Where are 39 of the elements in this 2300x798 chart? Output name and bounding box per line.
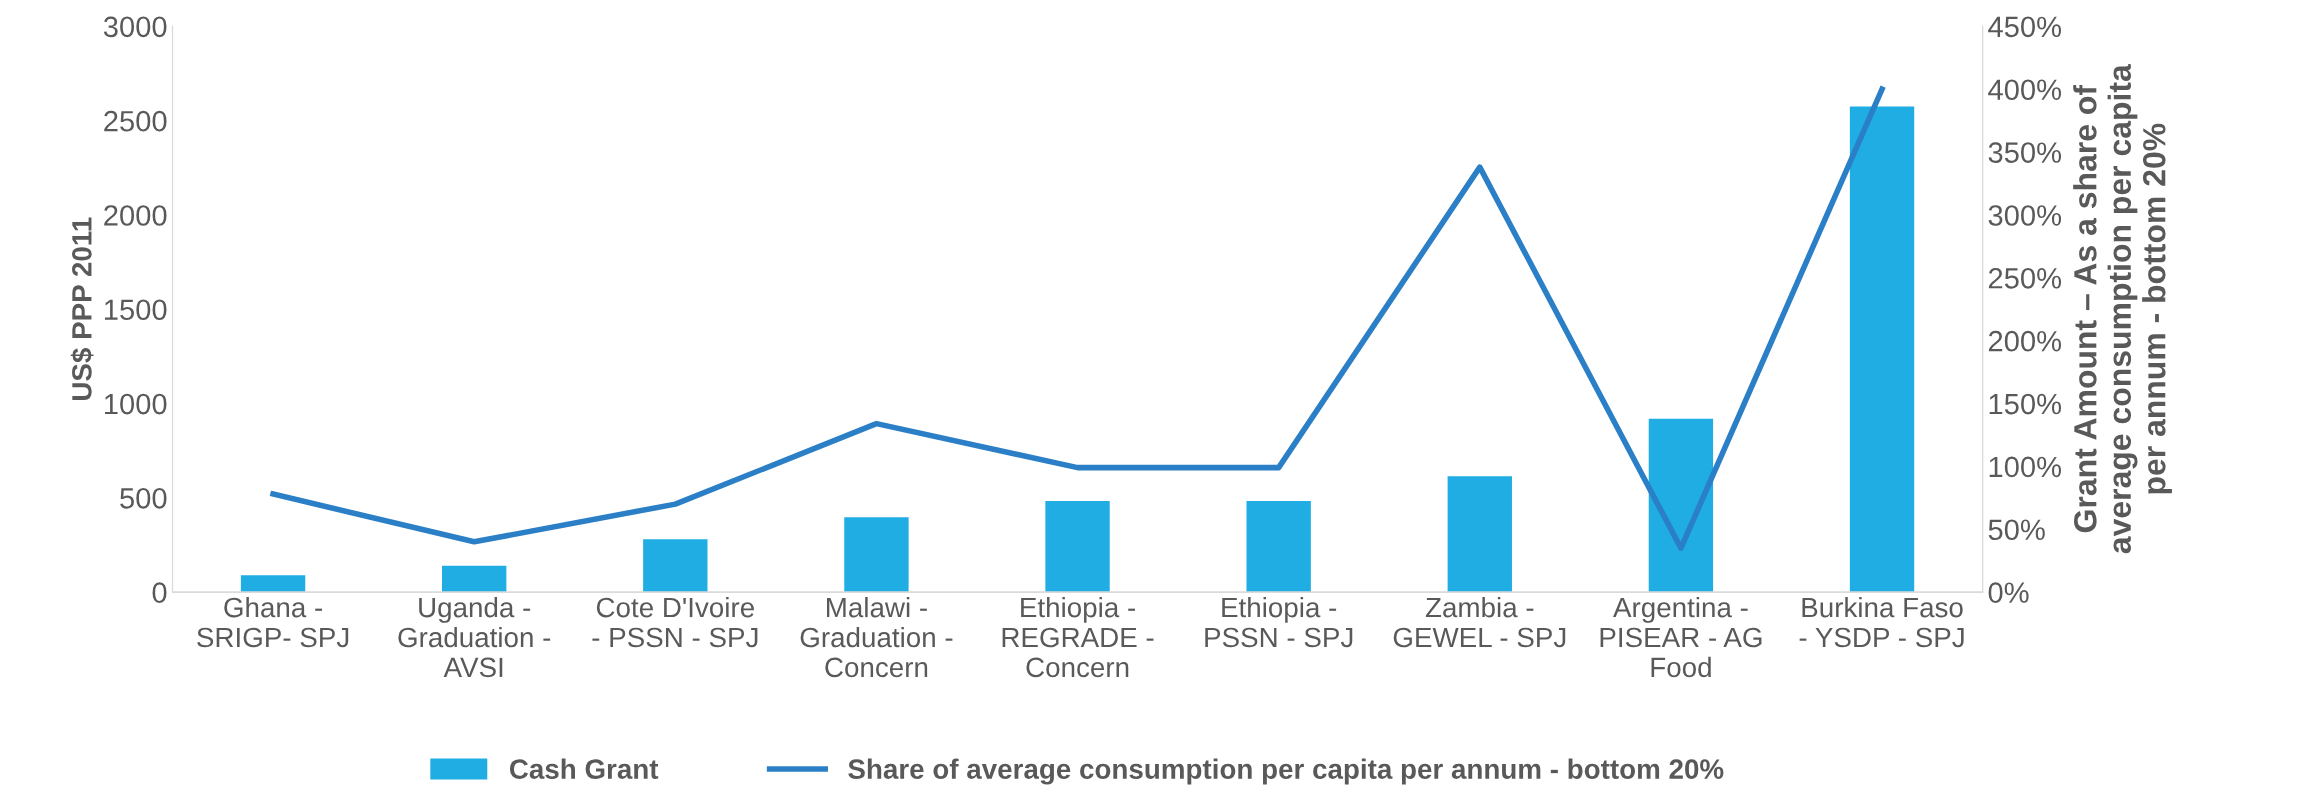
- y-tick-label: 2000: [104, 205, 167, 226]
- y-axis-title: US$ PPP 2011: [70, 217, 94, 400]
- bar: [643, 539, 708, 593]
- y2-tick-label: 400%: [1988, 79, 2062, 101]
- y-tick-label: 0: [152, 582, 167, 603]
- y-tick-label: 3000: [103, 16, 167, 38]
- y2-tick-label: 50%: [1988, 519, 2045, 541]
- y2-tick-label: 0%: [1988, 582, 2029, 603]
- x-tick-label: Ethiopia - REGRADE - Concern: [1002, 596, 1154, 678]
- y2-tick-label: 100%: [1989, 456, 2062, 478]
- bar: [1447, 476, 1512, 593]
- x-tick-label: Zambia - GEWEL - SPJ: [1393, 596, 1566, 648]
- y2-tick-label: 300%: [1988, 205, 2062, 226]
- y-tick-label: 1000: [104, 393, 167, 415]
- bar: [1045, 501, 1110, 593]
- y-tick-label: 2500: [104, 110, 167, 132]
- x-tick-label: Cote D'Ivoire - PSSN - SPJ: [592, 596, 758, 648]
- y2-axis-title: Grant Amount – As a share of average consumption per capita per annum - bottom 20%: [2073, 64, 2172, 554]
- y2-tick-label: 200%: [1988, 330, 2062, 352]
- y2-tick-label: 350%: [1988, 142, 2062, 163]
- bar: [1648, 418, 1714, 593]
- x-tick-label: Uganda - Graduation - AVSI: [398, 596, 551, 678]
- bar: [844, 517, 909, 593]
- bar: [442, 565, 507, 593]
- legend-label: Cash Grant: [509, 758, 659, 779]
- legend-label: Share of average consumption per capita per annum - bottom 20%: [848, 758, 1724, 785]
- x-tick-label: Ghana - SRIGP- SPJ: [197, 596, 349, 648]
- y2-tick-label: 450%: [1988, 16, 2062, 38]
- bar: [1246, 501, 1311, 593]
- x-tick-label: Ethiopia - PSSN - SPJ: [1205, 596, 1353, 648]
- bar: [1849, 106, 1915, 593]
- y-tick-label: 1500: [104, 299, 167, 321]
- x-tick-label: Argentina - PISEAR - AG Food: [1600, 596, 1762, 678]
- y2-tick-label: 250%: [1988, 267, 2062, 289]
- y-tick-label: 500: [120, 488, 167, 509]
- x-tick-label: Burkina Faso - YSDP - SPJ: [1799, 596, 1964, 648]
- y2-tick-label: 150%: [1989, 393, 2062, 415]
- x-tick-label: Malawi - Graduation - Concern: [800, 596, 953, 678]
- bar: [240, 575, 306, 593]
